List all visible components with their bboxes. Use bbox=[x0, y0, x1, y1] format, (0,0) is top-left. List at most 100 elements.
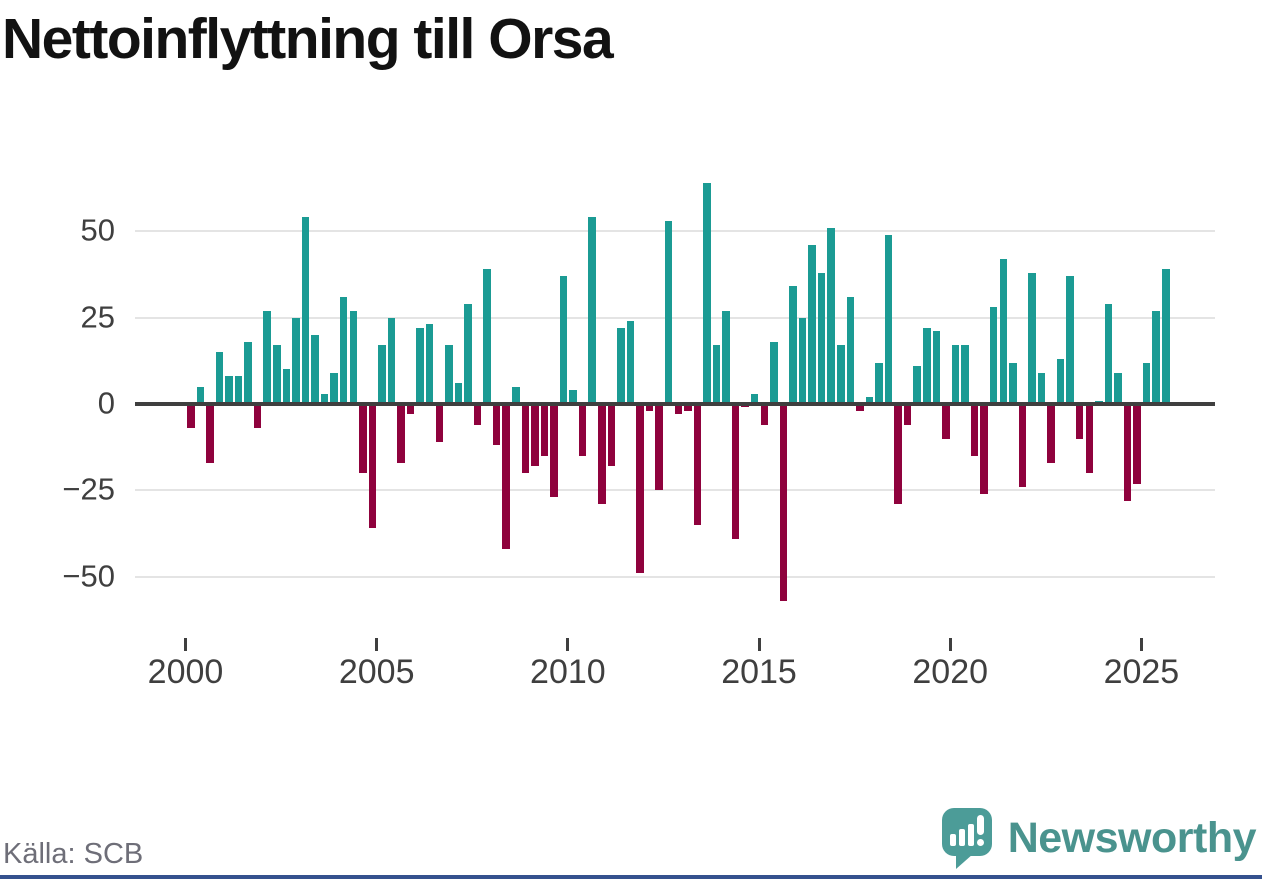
bar bbox=[1037, 372, 1046, 404]
logo-bar-chart-icon bbox=[949, 834, 956, 846]
bar bbox=[1009, 362, 1017, 404]
bar bbox=[1028, 272, 1036, 404]
zero-axis-line bbox=[135, 402, 1215, 406]
bar bbox=[770, 341, 778, 404]
bar bbox=[989, 307, 998, 404]
bar bbox=[894, 404, 902, 505]
logo-bar-chart-icon bbox=[958, 829, 965, 846]
bar bbox=[1123, 404, 1132, 501]
bar bbox=[263, 310, 271, 404]
bar bbox=[1066, 276, 1074, 404]
bar bbox=[884, 234, 893, 404]
bar bbox=[1162, 269, 1170, 404]
bar bbox=[187, 404, 195, 429]
bar bbox=[559, 276, 568, 404]
newsworthy-logo: Newsworthy bbox=[941, 806, 1257, 870]
x-tick bbox=[1139, 638, 1143, 651]
bar bbox=[626, 321, 635, 404]
bar bbox=[502, 404, 510, 550]
bar bbox=[1104, 303, 1113, 404]
source-label: Källa: SCB bbox=[3, 838, 144, 870]
x-tick-label: 2015 bbox=[721, 653, 797, 691]
logo-exclamation-icon bbox=[976, 815, 984, 835]
x-tick bbox=[375, 638, 379, 651]
y-tick-label: 25 bbox=[80, 298, 115, 334]
bar bbox=[273, 345, 281, 404]
gridline bbox=[135, 316, 1215, 319]
bar bbox=[750, 393, 759, 404]
bar bbox=[598, 404, 606, 505]
brand-name: Newsworthy bbox=[1007, 813, 1257, 862]
newsworthy-logo-icon bbox=[941, 806, 994, 870]
bar bbox=[731, 404, 740, 539]
bar bbox=[225, 376, 233, 404]
x-tick-label: 2020 bbox=[912, 653, 989, 691]
bar bbox=[378, 345, 386, 404]
bar bbox=[215, 352, 224, 404]
bar-chart: 50 25 0 −25 −50 2000 2005 2010 2015 2020 2025 bbox=[62, 145, 1215, 705]
gridline bbox=[135, 575, 1215, 578]
x-tick-label: 2000 bbox=[147, 653, 224, 691]
gridline bbox=[135, 489, 1215, 492]
bar bbox=[808, 244, 816, 404]
bar bbox=[206, 404, 214, 463]
gridline bbox=[135, 230, 1215, 233]
chart-title: Nettoinflyttning till Orsa bbox=[2, 7, 614, 71]
bar bbox=[779, 404, 788, 602]
bar bbox=[636, 404, 644, 574]
bar bbox=[311, 334, 319, 404]
bar bbox=[856, 404, 864, 411]
bar bbox=[253, 404, 262, 429]
bar bbox=[550, 404, 558, 498]
bar bbox=[970, 404, 979, 456]
bar bbox=[1085, 404, 1094, 474]
bar bbox=[454, 383, 463, 404]
bar bbox=[330, 372, 338, 404]
bar bbox=[865, 397, 874, 404]
bar bbox=[578, 404, 587, 456]
bar bbox=[760, 404, 769, 425]
bar bbox=[999, 258, 1007, 404]
bar bbox=[903, 404, 912, 425]
bar bbox=[664, 220, 673, 404]
bar bbox=[569, 390, 577, 404]
x-tick bbox=[948, 638, 952, 651]
bar bbox=[837, 345, 845, 404]
x-tick bbox=[757, 638, 761, 651]
bar bbox=[1114, 372, 1122, 404]
bar bbox=[693, 404, 702, 525]
bar bbox=[1056, 359, 1065, 404]
bar bbox=[846, 296, 855, 404]
y-tick-label: −25 bbox=[62, 471, 115, 507]
bar bbox=[655, 404, 663, 491]
bar bbox=[789, 286, 797, 404]
bar bbox=[588, 217, 596, 404]
bar bbox=[234, 376, 243, 404]
bar bbox=[1075, 404, 1084, 439]
x-tick bbox=[184, 638, 187, 651]
bar bbox=[292, 317, 300, 404]
bar bbox=[339, 296, 348, 404]
x-tick-label: 2025 bbox=[1103, 653, 1180, 691]
bar bbox=[416, 327, 424, 404]
bar bbox=[875, 362, 883, 404]
x-tick bbox=[566, 638, 570, 651]
bar bbox=[425, 324, 434, 404]
bar bbox=[473, 404, 482, 425]
bar bbox=[282, 369, 291, 404]
bar bbox=[607, 404, 616, 467]
footer-strip bbox=[0, 875, 1262, 879]
bar bbox=[435, 404, 444, 443]
logo-speech-bubble bbox=[941, 808, 992, 856]
bar bbox=[923, 327, 931, 404]
bar bbox=[492, 404, 501, 446]
bar bbox=[196, 386, 205, 404]
bar bbox=[359, 404, 367, 474]
bar bbox=[483, 269, 491, 404]
bar bbox=[827, 227, 835, 404]
bar bbox=[1142, 362, 1151, 404]
bar bbox=[817, 272, 826, 404]
bar bbox=[961, 345, 969, 404]
bar bbox=[712, 345, 721, 404]
